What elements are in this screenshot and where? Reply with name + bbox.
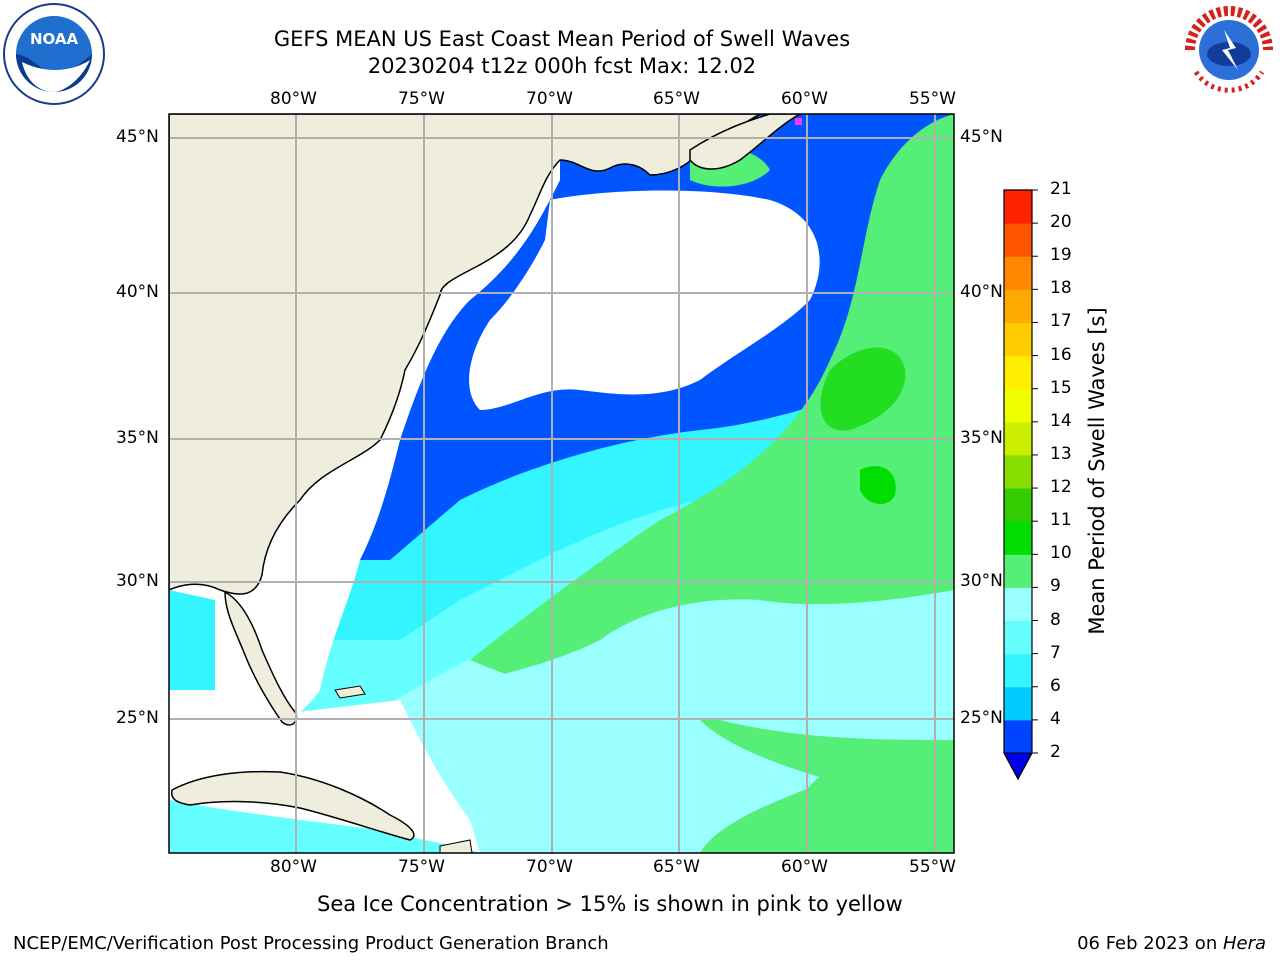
lon-label-top-80w: 80°W: [270, 89, 317, 109]
colorbar-segment: [1004, 521, 1032, 555]
colorbar-segment: [1004, 289, 1032, 323]
sea-ice-note: Sea Ice Concentration > 15% is shown in …: [317, 892, 903, 916]
colorbar-segment: [1004, 686, 1032, 721]
colorbar-segment: [1004, 488, 1032, 522]
noaa-logo: NOAA: [2, 2, 106, 110]
colorbar-tick-label: 10: [1050, 543, 1072, 564]
colorbar-tick-label: 8: [1050, 609, 1061, 630]
land-bahamas-1: [334, 685, 366, 699]
colorbar-tick-label: 13: [1050, 443, 1072, 464]
colorbar-tick-label: 2: [1050, 742, 1061, 762]
colorbar-tick-label: 14: [1050, 410, 1072, 431]
colorbar-segment: [1004, 223, 1032, 257]
colorbar-tick-label: 17: [1050, 311, 1072, 332]
plot-area: [169, 114, 954, 853]
noaa-logo-text: NOAA: [30, 30, 79, 48]
swell-cyan-caribbean: [169, 800, 480, 853]
colorbar-segment: [1004, 653, 1032, 688]
lon-label-bottom-70w: 70°W: [526, 857, 573, 877]
lat-label-right-25n: 25°N: [960, 708, 1003, 728]
colorbar-segment: [1004, 421, 1032, 456]
lat-label-right-40n: 40°N: [960, 282, 1003, 302]
colorbar-tick-label: 11: [1050, 510, 1072, 531]
lon-label-bottom-60w: 60°W: [781, 857, 828, 877]
colorbar-tick-label: 21: [1050, 179, 1072, 199]
colorbar-tick-label: 18: [1050, 278, 1072, 299]
lat-label-left-40n: 40°N: [116, 282, 159, 302]
lon-label-top-55w: 55°W: [909, 89, 956, 109]
colorbar-segment: [1004, 587, 1032, 622]
swell-green-core: [820, 347, 906, 431]
colorbar-segment: [1004, 388, 1032, 423]
colorbar-label: Mean Period of Swell Waves [s]: [1085, 307, 1109, 635]
footer-machine: Hera: [1222, 933, 1266, 954]
lat-label-right-35n: 35°N: [960, 428, 1003, 448]
lon-label-bottom-65w: 65°W: [653, 857, 700, 877]
footer-date-text: 06 Feb 2023 on: [1077, 933, 1223, 954]
colorbar-segment: [1004, 190, 1032, 224]
colorbar-tick-label: 7: [1050, 642, 1061, 663]
lon-label-bottom-80w: 80°W: [270, 857, 317, 877]
swell-blue-florida-straits: [169, 590, 215, 690]
colorbar-segment: [1004, 322, 1032, 357]
colorbar-segment: [1004, 355, 1032, 390]
lon-label-top-65w: 65°W: [653, 89, 700, 109]
chart-title-line2: 20230204 t12z 000h fcst Max: 12.02: [367, 54, 757, 78]
lon-label-top-70w: 70°W: [526, 89, 573, 109]
colorbar-segment: [1004, 554, 1032, 588]
land-north-america: [169, 114, 761, 595]
colorbar-tick-label: 12: [1050, 477, 1072, 498]
nws-logo: [1178, 0, 1280, 104]
colorbar-under-triangle: [1003, 752, 1033, 781]
colorbar-tick-label: 9: [1050, 576, 1061, 597]
colorbar-tick-label: 4: [1050, 708, 1061, 729]
colorbar-segment: [1004, 719, 1032, 754]
lat-label-right-30n: 30°N: [960, 571, 1003, 591]
land-cuba: [170, 770, 415, 841]
lon-label-top-75w: 75°W: [398, 89, 445, 109]
colorbar-segment: [1004, 620, 1032, 655]
swell-green-south: [800, 740, 954, 853]
colorbar: [1003, 189, 1038, 781]
footer-date: 06 Feb 2023 on Hera: [1077, 933, 1266, 954]
lat-label-left-30n: 30°N: [116, 571, 159, 591]
land-nova-scotia: [689, 114, 801, 170]
colorbar-tick-label: 20: [1050, 212, 1072, 233]
colorbar-segment: [1004, 454, 1032, 489]
lat-label-right-45n: 45°N: [960, 127, 1003, 147]
graticule: [169, 114, 954, 853]
swell-cyan-middle: [480, 590, 954, 740]
land-hispaniola: [439, 839, 473, 853]
lon-label-bottom-55w: 55°W: [909, 857, 956, 877]
colorbar-tick-label: 16: [1050, 344, 1072, 365]
sea-ice-marker: [795, 118, 802, 125]
footer-branch: NCEP/EMC/Verification Post Processing Pr…: [13, 933, 609, 954]
colorbar-frame: [1003, 189, 1033, 781]
colorbar-tick-label: 15: [1050, 377, 1072, 398]
chart-title-line1: GEFS MEAN US East Coast Mean Period of S…: [273, 27, 851, 51]
lat-label-left-35n: 35°N: [116, 428, 159, 448]
colorbar-segment: [1004, 256, 1032, 290]
lon-label-bottom-75w: 75°W: [398, 857, 445, 877]
lon-label-top-60w: 60°W: [781, 89, 828, 109]
colorbar-tick-label: 19: [1050, 245, 1072, 266]
land-florida: [224, 590, 298, 726]
lat-label-left-25n: 25°N: [116, 708, 159, 728]
lat-label-left-45n: 45°N: [116, 127, 159, 147]
missing-region-north: [469, 190, 820, 410]
plot-frame: [168, 113, 955, 854]
swell-green-core-2: [860, 466, 896, 505]
colorbar-tick-label: 6: [1050, 675, 1061, 696]
